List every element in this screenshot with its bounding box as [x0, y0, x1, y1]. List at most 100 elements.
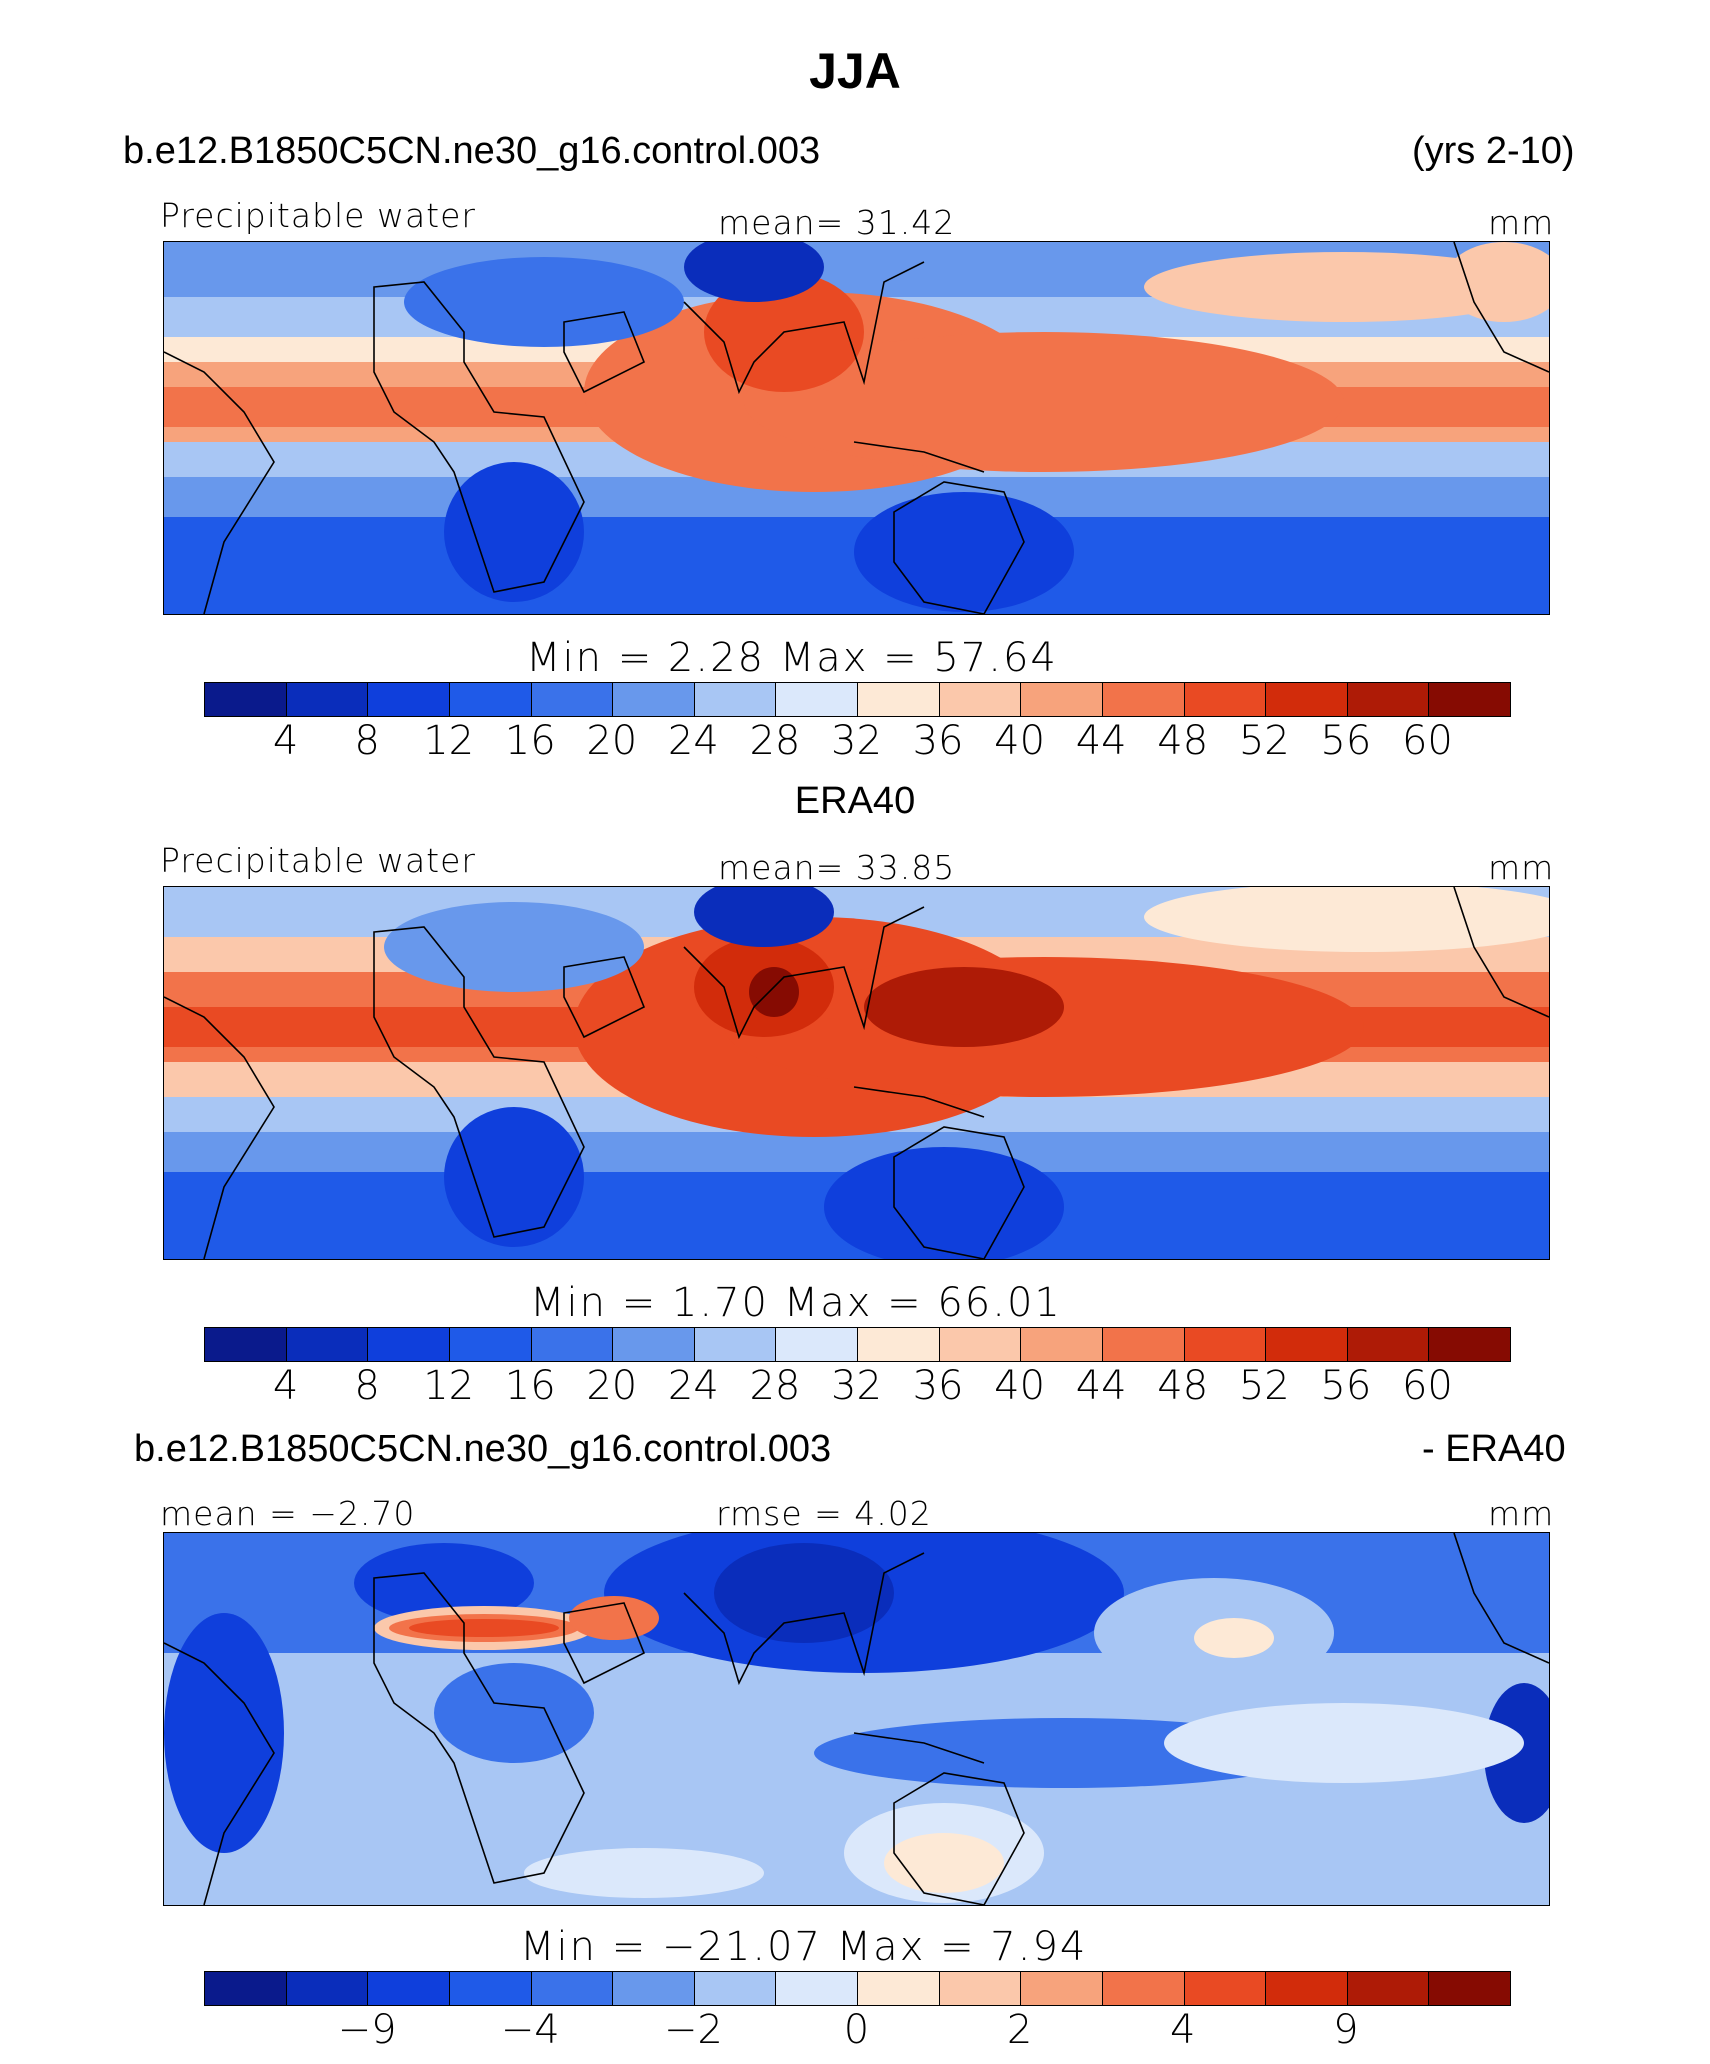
colorbar-tick-label: 52 — [1238, 1363, 1290, 1409]
colorbar-swatch — [1347, 1972, 1430, 2005]
panel3-map — [163, 1532, 1550, 1906]
colorbar-tick-label: 28 — [749, 1363, 801, 1409]
colorbar-tick-label: 28 — [749, 718, 801, 764]
colorbar-swatch — [205, 1972, 287, 2005]
colorbar-tick-label: 12 — [423, 718, 475, 764]
colorbar-tick-label: 36 — [912, 718, 964, 764]
colorbar-swatch — [1102, 1972, 1185, 2005]
panel2-variable-label: Precipitable water — [160, 841, 476, 880]
colorbar-swatch — [694, 1972, 777, 2005]
panel3-units: mm — [1488, 1494, 1555, 1533]
panel2-minmax: Min = 1.70 Max = 66.01 — [530, 1280, 1062, 1326]
colorbar-swatch — [1266, 683, 1348, 716]
colorbar-swatch — [1184, 1972, 1267, 2005]
colorbar-swatch — [1347, 683, 1430, 716]
panel3-colorbar — [204, 1971, 1511, 2006]
colorbar-tick-label: 9 — [1333, 2007, 1359, 2053]
colorbar-swatch — [449, 683, 532, 716]
colorbar-tick-label: 12 — [423, 1363, 475, 1409]
colorbar-swatch — [939, 683, 1022, 716]
colorbar-tick-label: 52 — [1238, 718, 1290, 764]
colorbar-tick-label: 4 — [272, 718, 299, 764]
colorbar-tick-label: 60 — [1401, 1363, 1453, 1409]
panel1-minmax: Min = 2.28 Max = 57.64 — [526, 635, 1058, 681]
panel2-colorbar-ticks: 4 8 12 16 20 24 28 32 36 40 44 48 52 56 60 — [0, 1363, 1710, 1413]
colorbar-swatch — [613, 1328, 695, 1361]
colorbar-tick-label: 2 — [1006, 2007, 1033, 2053]
colorbar-tick-label: 40 — [994, 718, 1046, 764]
colorbar-tick-label: 56 — [1320, 1363, 1372, 1409]
colorbar-swatch — [1347, 1328, 1430, 1361]
colorbar-tick-label: 40 — [994, 1363, 1046, 1409]
colorbar-swatch — [1184, 1328, 1267, 1361]
colorbar-swatch — [613, 683, 695, 716]
panel3-case-name: b.e12.B1850C5CN.ne30_g16.control.003 — [134, 1428, 832, 1470]
colorbar-tick-label: 4 — [1170, 2007, 1196, 2053]
colorbar-tick-label: 32 — [831, 718, 882, 764]
colorbar-tick-label: 0 — [843, 2007, 870, 2053]
colorbar-swatch — [858, 1972, 940, 2005]
colorbar-swatch — [776, 683, 858, 716]
colorbar-swatch — [205, 1328, 287, 1361]
panel1-map — [163, 241, 1550, 615]
panel1-variable-label: Precipitable water — [160, 196, 476, 235]
colorbar-swatch — [205, 683, 287, 716]
colorbar-tick-label: 8 — [354, 718, 380, 764]
panel3-mean-label: mean = −2.70 — [160, 1494, 416, 1533]
colorbar-tick-label: −2 — [663, 2007, 723, 2053]
colorbar-swatch — [449, 1972, 532, 2005]
colorbar-swatch — [286, 683, 369, 716]
colorbar-tick-label: 24 — [667, 1363, 719, 1409]
colorbar-swatch — [858, 1328, 940, 1361]
panel2-colorbar — [204, 1327, 1511, 1362]
colorbar-tick-label: 44 — [1075, 718, 1127, 764]
colorbar-tick-label: 32 — [831, 1363, 882, 1409]
colorbar-swatch — [1021, 683, 1103, 716]
colorbar-swatch — [1429, 683, 1510, 716]
colorbar-swatch — [858, 683, 940, 716]
colorbar-swatch — [531, 1972, 614, 2005]
colorbar-swatch — [1266, 1328, 1348, 1361]
colorbar-tick-label: 16 — [504, 1363, 556, 1409]
colorbar-swatch — [1021, 1972, 1103, 2005]
colorbar-swatch — [694, 683, 777, 716]
colorbar-swatch — [1429, 1972, 1510, 2005]
colorbar-tick-label: 48 — [1157, 718, 1209, 764]
colorbar-swatch — [939, 1328, 1022, 1361]
colorbar-swatch — [368, 1972, 450, 2005]
colorbar-tick-label: −9 — [337, 2007, 397, 2053]
colorbar-swatch — [286, 1328, 369, 1361]
panel3-colorbar-ticks: −9 −4 −2 0 2 4 9 — [0, 2007, 1710, 2057]
colorbar-tick-label: 60 — [1401, 718, 1453, 764]
colorbar-tick-label: 56 — [1320, 718, 1372, 764]
colorbar-swatch — [1102, 1328, 1185, 1361]
colorbar-swatch — [368, 683, 450, 716]
panel1-units: mm — [1488, 203, 1555, 242]
colorbar-swatch — [286, 1972, 369, 2005]
colorbar-tick-label: 8 — [354, 1363, 380, 1409]
colorbar-swatch — [449, 1328, 532, 1361]
panel2-map — [163, 886, 1550, 1260]
colorbar-tick-label: 20 — [586, 1363, 638, 1409]
colorbar-swatch — [776, 1972, 858, 2005]
colorbar-tick-label: −4 — [500, 2007, 560, 2053]
colorbar-swatch — [1184, 683, 1267, 716]
panel2-mean-label: mean= 33.85 — [718, 848, 956, 887]
panel2-units: mm — [1488, 848, 1555, 887]
colorbar-swatch — [1266, 1972, 1348, 2005]
colorbar-swatch — [939, 1972, 1022, 2005]
colorbar-swatch — [1429, 1328, 1510, 1361]
panel1-years: (yrs 2-10) — [1412, 130, 1575, 172]
colorbar-tick-label: 48 — [1157, 1363, 1209, 1409]
colorbar-tick-label: 24 — [667, 718, 719, 764]
panel3-difference-suffix: - ERA40 — [1422, 1428, 1566, 1470]
colorbar-swatch — [1021, 1328, 1103, 1361]
panel3-rmse-label: rmse = 4.02 — [716, 1494, 932, 1533]
colorbar-tick-label: 44 — [1075, 1363, 1127, 1409]
panel1-case-name: b.e12.B1850C5CN.ne30_g16.control.003 — [123, 130, 821, 172]
colorbar-swatch — [776, 1328, 858, 1361]
panel1-colorbar-ticks: 4 8 12 16 20 24 28 32 36 40 44 48 52 56 60 — [0, 718, 1710, 768]
figure-title: JJA — [809, 43, 901, 99]
colorbar-tick-label: 4 — [272, 1363, 299, 1409]
colorbar-swatch — [1102, 683, 1185, 716]
